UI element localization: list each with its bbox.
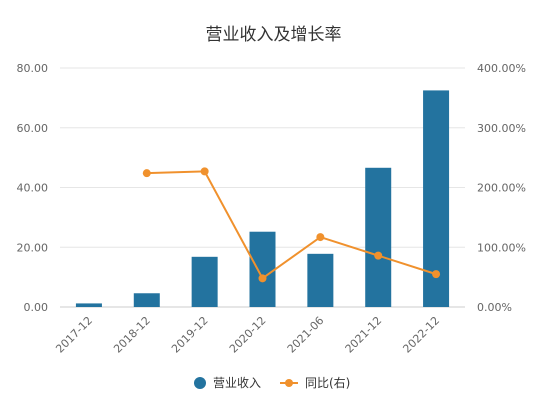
- line-point: [316, 233, 325, 242]
- bar: [191, 256, 218, 307]
- x-tick-label: 2021-12: [343, 314, 385, 356]
- x-tick-label: 2019-12: [169, 314, 211, 356]
- legend-line-label: 同比(右): [305, 375, 350, 390]
- x-tick-label: 2021-06: [285, 314, 327, 356]
- y-left-tick-label: 60.00: [17, 122, 49, 135]
- y-right-tick-label: 400.00%: [477, 62, 526, 75]
- line-series: [146, 170, 437, 280]
- legend-bar-marker: [194, 377, 206, 389]
- y-left-tick-label: 0.00: [24, 301, 49, 314]
- bar: [75, 303, 102, 307]
- y-left-tick-label: 80.00: [17, 62, 49, 75]
- bar: [133, 293, 160, 307]
- legend-bar-label: 营业收入: [213, 376, 261, 390]
- y-right-tick-label: 0.00%: [477, 301, 512, 314]
- y-left-tick-label: 40.00: [17, 182, 49, 195]
- legend-line-dot: [285, 379, 293, 387]
- bar: [249, 231, 276, 307]
- x-tick-label: 2018-12: [111, 314, 153, 356]
- line-point: [258, 274, 267, 283]
- bar: [307, 253, 334, 307]
- y-right-tick-label: 200.00%: [477, 182, 526, 195]
- line-point: [142, 169, 151, 178]
- x-tick-label: 2022-12: [400, 314, 442, 356]
- y-right-tick-label: 100.00%: [477, 241, 526, 254]
- x-tick-label: 2017-12: [53, 314, 95, 356]
- line-point: [374, 251, 383, 260]
- x-tick-label: 2020-12: [227, 314, 269, 356]
- bar: [365, 167, 392, 307]
- y-right-tick-label: 300.00%: [477, 122, 526, 135]
- y-left-tick-label: 20.00: [17, 241, 49, 254]
- line-point: [200, 167, 209, 176]
- chart-title: 营业收入及增长率: [205, 25, 342, 45]
- line-point: [432, 270, 441, 279]
